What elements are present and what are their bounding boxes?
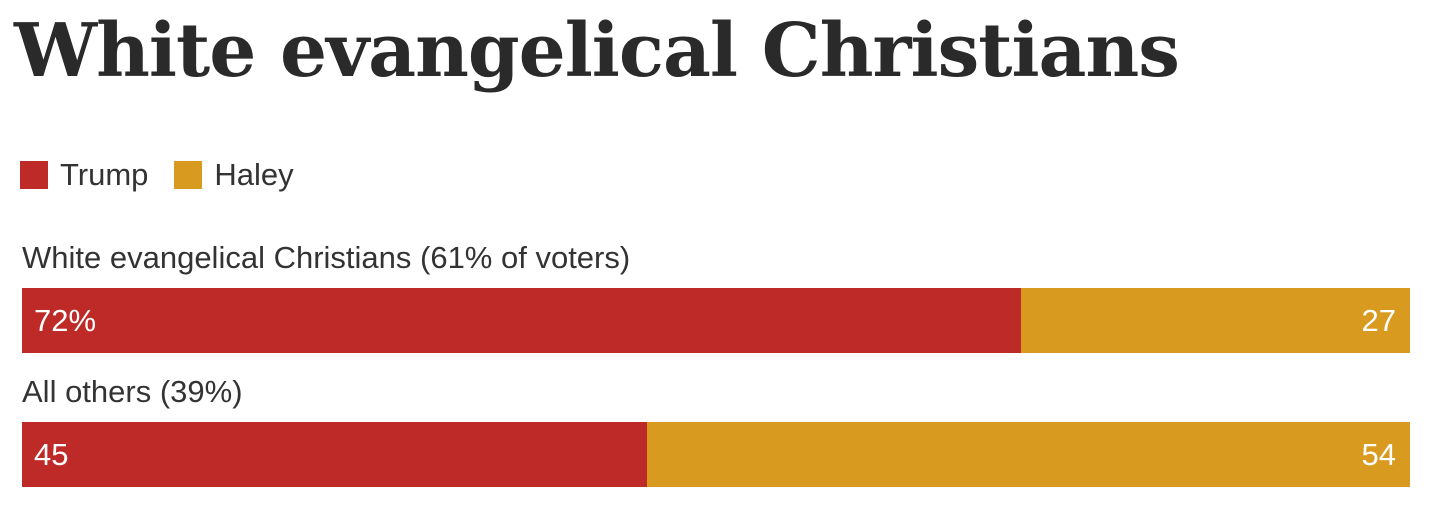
legend-label-haley: Haley (214, 157, 294, 192)
legend-swatch-trump (20, 161, 48, 189)
bar-segment-haley-all-others: 54 (646, 422, 1410, 487)
legend: Trump Haley (20, 155, 294, 195)
data-label-haley-all-others: 54 (1361, 437, 1396, 472)
data-label-trump-all-others: 45 (34, 437, 69, 472)
legend-swatch-haley (174, 161, 203, 189)
legend-item-trump: Trump (20, 155, 148, 195)
category-label-all-others: All others (39%) (22, 374, 243, 409)
bar-segment-trump-all-others: 45 (22, 422, 647, 487)
bar-segment-trump-white-evangelical: 72% (22, 288, 1022, 353)
stacked-bar-all-others: 45 54 (22, 422, 1410, 487)
bar-segment-haley-white-evangelical: 27 (1021, 288, 1410, 353)
legend-label-trump: Trump (60, 157, 149, 192)
stacked-bar-white-evangelical: 72% 27 (22, 288, 1410, 353)
data-label-haley-white-evangelical: 27 (1361, 303, 1396, 338)
chart-title: White evangelical Christians (14, 8, 1180, 94)
data-label-trump-white-evangelical: 72% (34, 303, 97, 338)
category-label-white-evangelical: White evangelical Christians (61% of vot… (22, 240, 631, 275)
legend-item-haley: Haley (174, 155, 294, 195)
